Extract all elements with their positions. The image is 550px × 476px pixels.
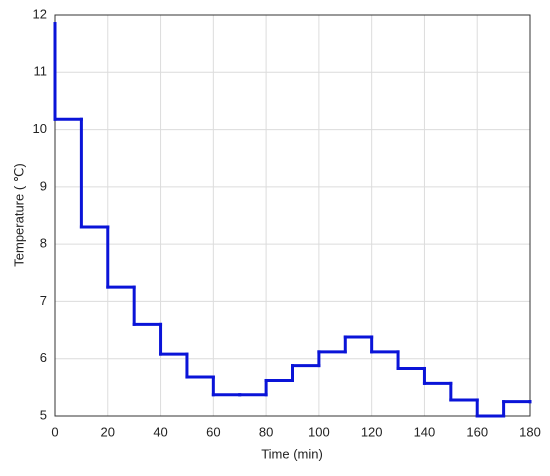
y-tick-label: 10 [33, 121, 47, 136]
y-tick-label: 5 [40, 407, 47, 422]
x-tick-label: 40 [153, 424, 167, 439]
y-tick-label: 9 [40, 178, 47, 193]
x-tick-label: 20 [101, 424, 115, 439]
x-tick-label: 60 [206, 424, 220, 439]
x-axis-label: Time (min) [261, 446, 323, 461]
y-tick-label: 11 [34, 64, 48, 79]
y-axis-label: Temperature ( ℃) [11, 163, 26, 266]
x-tick-label: 0 [51, 424, 58, 439]
plot-frame [54, 14, 531, 417]
y-tick-label: 6 [40, 350, 47, 365]
y-tick-label: 8 [40, 236, 47, 251]
x-tick-label: 140 [414, 424, 436, 439]
x-tick-label: 80 [259, 424, 273, 439]
y-tick-label: 7 [40, 293, 47, 308]
x-tick-label: 160 [466, 424, 488, 439]
y-tick-label: 12 [33, 6, 47, 21]
x-tick-label: 100 [308, 424, 330, 439]
x-tick-label: 180 [519, 424, 541, 439]
x-tick-label: 120 [361, 424, 383, 439]
